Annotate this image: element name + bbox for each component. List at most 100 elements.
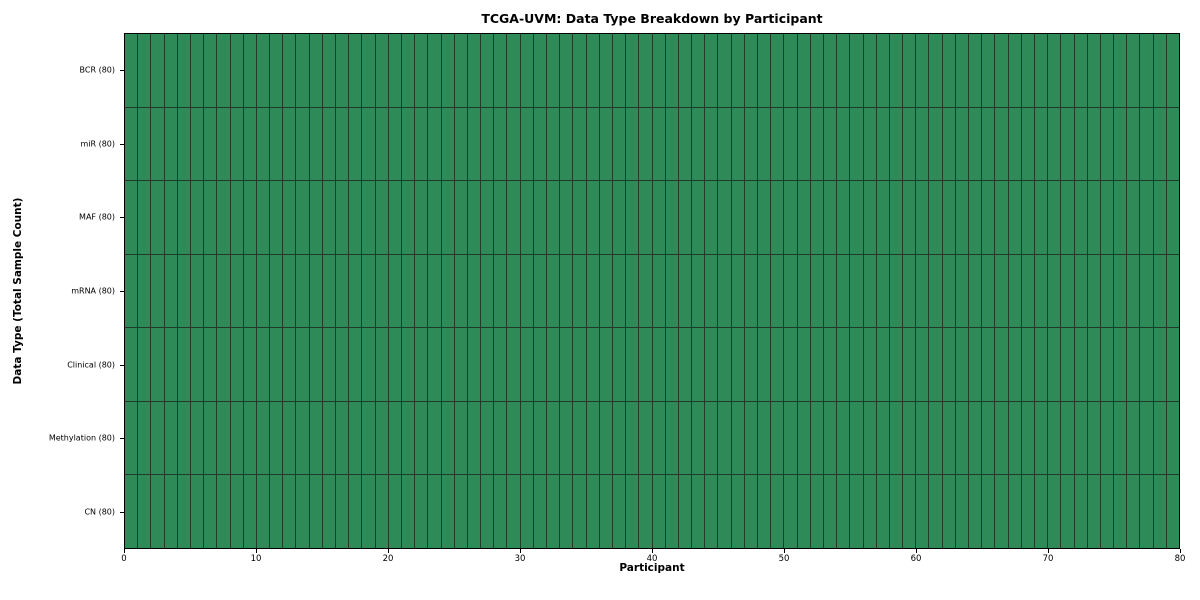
heatmap-cell — [1008, 401, 1021, 475]
heatmap-cell — [388, 475, 401, 548]
heatmap-cell — [309, 254, 322, 328]
heatmap-cell — [309, 34, 322, 107]
x-tick-mark — [256, 549, 257, 553]
heatmap-cell — [955, 181, 968, 254]
heatmap-cell — [823, 475, 837, 548]
heatmap-cell — [230, 254, 243, 328]
heatmap-cell — [929, 181, 942, 254]
heatmap-cell — [1166, 328, 1179, 401]
heatmap-cell — [652, 34, 665, 107]
heatmap-cell — [889, 328, 903, 401]
heatmap-cell — [164, 254, 177, 328]
heatmap-cell — [1087, 34, 1100, 107]
heatmap-cell — [1140, 107, 1153, 181]
heatmap-cell — [903, 34, 916, 107]
heatmap-cell — [837, 34, 850, 107]
heatmap-cell — [283, 181, 296, 254]
heatmap-cell — [969, 475, 982, 548]
heatmap-cell — [1100, 328, 1114, 401]
heatmap-cell — [309, 181, 322, 254]
heatmap-cell — [520, 107, 533, 181]
heatmap-cell — [573, 401, 586, 475]
heatmap-cell — [349, 328, 362, 401]
heatmap-cell — [810, 475, 823, 548]
heatmap-cell — [599, 401, 612, 475]
heatmap-cell — [1114, 107, 1127, 181]
heatmap-cell — [362, 181, 375, 254]
heatmap-cell — [573, 254, 586, 328]
heatmap-cell — [454, 34, 467, 107]
heatmap-cell — [1021, 475, 1034, 548]
heatmap-cell — [322, 328, 335, 401]
heatmap-cell — [388, 254, 401, 328]
heatmap-cell — [151, 401, 164, 475]
x-tick-mark — [1180, 549, 1181, 553]
heatmap-cell — [810, 401, 823, 475]
heatmap-cell — [969, 34, 982, 107]
heatmap-cell — [744, 181, 757, 254]
y-tick-mark — [120, 217, 124, 219]
heatmap-cell — [296, 107, 309, 181]
heatmap-cell — [441, 107, 454, 181]
heatmap-cell — [494, 181, 507, 254]
heatmap-cell — [969, 328, 982, 401]
heatmap-cell — [1127, 401, 1140, 475]
heatmap-cell — [362, 107, 375, 181]
heatmap-cell — [270, 254, 283, 328]
heatmap-cell — [256, 475, 270, 548]
heatmap-cell — [164, 401, 177, 475]
heatmap-cell — [494, 107, 507, 181]
heatmap-cell — [903, 475, 916, 548]
heatmap-cell — [771, 107, 784, 181]
heatmap-cell — [652, 107, 665, 181]
heatmap-cell — [151, 328, 164, 401]
heatmap-cell — [692, 401, 705, 475]
heatmap-cell — [823, 254, 837, 328]
heatmap-cell — [401, 34, 415, 107]
heatmap-cell — [850, 181, 863, 254]
heatmap-cell — [296, 475, 309, 548]
heatmap-cell — [955, 328, 968, 401]
heatmap-cell — [678, 475, 692, 548]
heatmap-cell — [467, 401, 481, 475]
heatmap-cell — [1127, 328, 1140, 401]
heatmap-cell — [296, 254, 309, 328]
heatmap-cell — [1061, 254, 1074, 328]
heatmap-cell — [428, 475, 441, 548]
heatmap-cell — [494, 475, 507, 548]
heatmap-cell — [626, 181, 639, 254]
heatmap-cell — [481, 107, 494, 181]
x-tick-label: 70 — [1042, 554, 1054, 564]
heatmap-cell — [375, 181, 388, 254]
heatmap-cell — [797, 475, 810, 548]
heatmap-cell — [322, 475, 335, 548]
heatmap-cell — [942, 254, 955, 328]
heatmap-cell — [217, 254, 230, 328]
heatmap-cell — [349, 181, 362, 254]
heatmap-cell — [639, 254, 652, 328]
heatmap-cell — [599, 475, 612, 548]
heatmap-cell — [797, 34, 810, 107]
heatmap-cell — [204, 475, 217, 548]
heatmap-cell — [982, 34, 995, 107]
heatmap-cell — [1153, 475, 1166, 548]
heatmap-cell — [916, 401, 929, 475]
heatmap-cell — [876, 34, 889, 107]
heatmap-cell — [204, 34, 217, 107]
heatmap-cell — [362, 475, 375, 548]
heatmap-cell — [336, 107, 349, 181]
heatmap-cell — [837, 254, 850, 328]
heatmap-cell — [125, 107, 138, 181]
x-tick-mark — [916, 549, 917, 553]
y-tick-label: MAF (80) — [79, 212, 115, 222]
heatmap-cell — [151, 475, 164, 548]
heatmap-cell — [665, 181, 678, 254]
heatmap-cell — [177, 34, 190, 107]
heatmap-cell — [771, 328, 784, 401]
heatmap-cell — [322, 254, 335, 328]
heatmap-cell — [560, 254, 573, 328]
heatmap-cell — [1114, 254, 1127, 328]
heatmap-cell — [415, 107, 428, 181]
heatmap-cell — [969, 107, 982, 181]
heatmap-cell — [349, 107, 362, 181]
